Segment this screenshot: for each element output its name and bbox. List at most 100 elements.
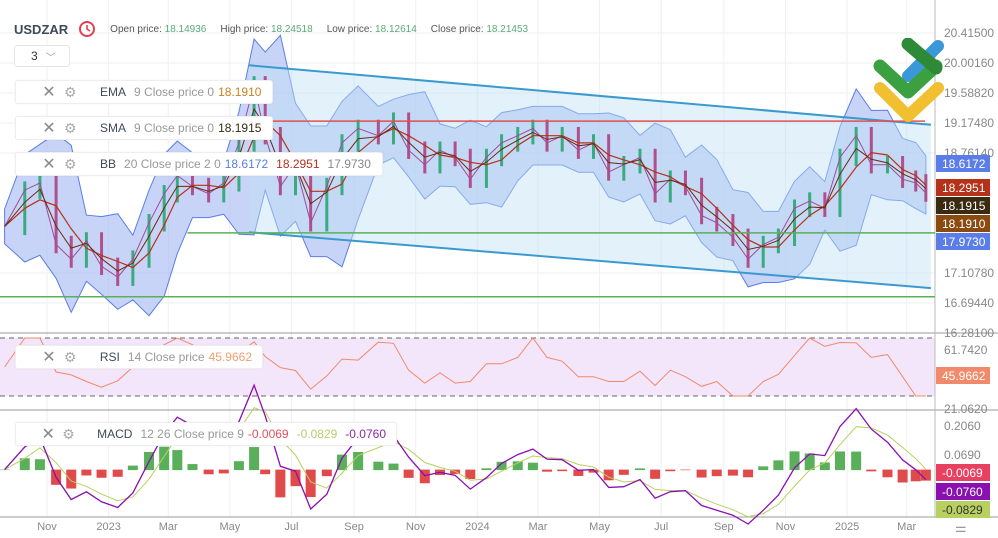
ema-params: 9 Close price 0 (134, 85, 215, 99)
close-icon[interactable]: ✕ (42, 349, 56, 366)
macd-params: 12 26 Close price 9 (140, 427, 244, 441)
macd-histogram-bar (336, 454, 347, 471)
macd-histogram-bar (727, 469, 738, 476)
macd-histogram-bar (66, 469, 77, 489)
price-axis-tick: 16.69440 (944, 296, 995, 310)
macd-histogram-bar (603, 469, 614, 481)
time-axis-label: 2023 (96, 521, 121, 533)
low-value: 18.12614 (375, 23, 417, 35)
macd-hist-value: -0.0069 (247, 427, 289, 441)
gear-icon[interactable]: ⚙ (64, 119, 77, 136)
close-icon[interactable]: ✕ (42, 156, 56, 173)
price-axis-tick: 17.10780 (944, 266, 995, 280)
high-value: 18.24518 (270, 23, 313, 35)
bb-upper-price-label: 18.6172 (936, 155, 990, 172)
macd-histogram-bar (773, 460, 784, 471)
close-icon[interactable]: ✕ (42, 84, 56, 101)
rsi-params: 14 Close price (127, 350, 205, 364)
close-value: 18.21453 (486, 23, 529, 35)
time-axis-label: Mar (897, 521, 917, 533)
symbol-name[interactable]: USDZAR (14, 21, 69, 37)
gear-icon[interactable]: ⚙ (62, 425, 75, 442)
rsi-value: 45.9662 (208, 350, 252, 364)
macd-name: MACD (97, 427, 133, 441)
bb-lower: 17.9730 (327, 157, 371, 171)
macd-signal-line (4, 407, 927, 518)
gear-icon[interactable]: ⚙ (63, 348, 77, 365)
sma-name: SMA (100, 121, 127, 135)
macd-histogram-bar (711, 469, 722, 477)
time-axis-label: Sep (344, 521, 364, 533)
sma-params: 9 Close price 0 (134, 121, 215, 135)
macd-histogram-bar (127, 465, 138, 471)
bb-params: 20 Close price 2 0 (124, 157, 221, 171)
ema-value: 18.1910 (218, 85, 262, 99)
bb-name: BB (100, 157, 117, 171)
close-label: Close price: (430, 23, 484, 35)
time-axis-label: Mar (528, 521, 548, 533)
macd-histogram-bar (696, 469, 707, 478)
clock-icon[interactable] (78, 20, 96, 38)
macd-line (4, 383, 927, 525)
ema-line (4, 107, 927, 272)
settings-sliders-icon[interactable]: ⚌ (955, 520, 967, 535)
macd-histogram-bar (112, 469, 123, 477)
macd-signal-value: -0.0829 (296, 427, 338, 441)
macd-histogram-bar (34, 459, 45, 471)
macd-histogram-bar (851, 451, 862, 471)
gear-icon[interactable]: ⚙ (64, 83, 77, 100)
macd-histogram-bar (187, 464, 198, 471)
macd-axis-tick: 0.2060 (944, 418, 981, 433)
high-label: High price: (220, 23, 269, 35)
ema-price-label: 18.1910 (936, 215, 990, 232)
rsi-axis-tick: 21.0620 (944, 401, 988, 416)
time-axis-label: Jul (654, 521, 669, 533)
macd-histogram-bar (512, 461, 523, 471)
channel-fill (249, 65, 931, 289)
time-axis-label: Nov (37, 521, 57, 533)
bb-upper: 18.6172 (224, 157, 269, 171)
close-icon[interactable]: ✕ (42, 120, 56, 137)
rsi-axis-tick: 61.7420 (944, 343, 988, 357)
macd-price-label: -0.0760 (936, 483, 990, 500)
macd-histogram-bar (743, 469, 754, 478)
ema-name: EMA (100, 85, 127, 99)
chevron-down-icon: ﹀ (45, 52, 56, 64)
timeframe-dropdown[interactable]: 3 ﹀ (14, 45, 70, 67)
macd-histogram-bar (419, 469, 430, 484)
macd-histogram-bar (557, 469, 568, 472)
bb-middle: 18.2951 (276, 157, 320, 171)
macd-value: -0.0760 (345, 427, 386, 441)
macd-histogram-bar (260, 469, 271, 475)
close-icon[interactable]: ✕ (41, 426, 55, 443)
macd-histogram-bar (618, 469, 629, 475)
bb-middle-line (4, 120, 927, 269)
macd-histogram-bar (680, 469, 691, 471)
time-axis-label: May (589, 521, 610, 533)
time-axis-label: Mar (158, 521, 178, 533)
macd-histogram-bar (373, 461, 384, 471)
time-axis-label: Nov (775, 521, 796, 533)
brand-logo (873, 38, 944, 122)
close-line (4, 84, 927, 278)
macd-histogram-bar (275, 469, 286, 498)
open-price: Open price: 18.14936 (110, 24, 206, 35)
sma-price-label: 18.1915 (936, 197, 990, 214)
bb-middle-price-label: 18.2951 (936, 179, 990, 196)
price-axis-tick: 20.00160 (944, 56, 995, 70)
macd-histogram-bar (789, 451, 800, 471)
timeframe-value: 3 (31, 49, 38, 63)
macd-hist-price-label: -0.0069 (936, 464, 990, 481)
macd-histogram-bar (305, 469, 316, 498)
macd-histogram-bar (634, 468, 645, 471)
low-label: Low price: (326, 23, 373, 35)
macd-histogram-bar (19, 458, 30, 471)
gear-icon[interactable]: ⚙ (64, 155, 77, 172)
macd-histogram-bar (81, 469, 92, 476)
time-axis-label: Sep (714, 521, 734, 533)
price-axis-tick: 16.28100 (944, 326, 995, 340)
legend-ema: ✕ ⚙ EMA 9 Close price 0 18.1910 (15, 80, 273, 104)
macd-histogram-bar (804, 453, 815, 471)
macd-histogram-bar (249, 447, 260, 471)
